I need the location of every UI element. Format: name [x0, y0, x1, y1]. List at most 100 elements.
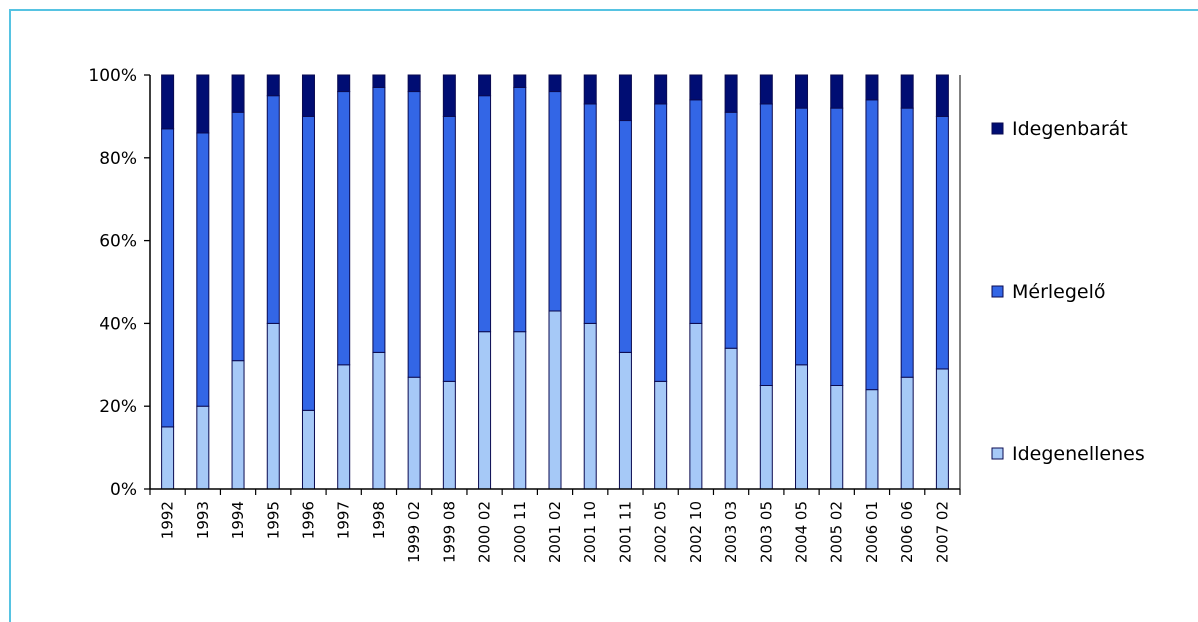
bar-segment [900, 74, 914, 109]
bar-segment [478, 74, 492, 97]
bar-segment [654, 380, 668, 490]
bar-segment [583, 322, 597, 490]
bar-segment [161, 128, 175, 428]
bar-segment [442, 115, 456, 382]
bar-segment [618, 351, 632, 490]
axes [149, 75, 961, 495]
y-tick-label: 60% [99, 232, 137, 252]
x-tick-label: 2007 02 [933, 501, 951, 563]
bar-segment [724, 347, 738, 490]
x-tick-label: 1998 [370, 501, 388, 539]
bar-segment [548, 74, 562, 93]
bar-segment [478, 331, 492, 490]
bar-segment [196, 405, 210, 490]
y-tick-label: 20% [99, 397, 137, 417]
bar-segment [266, 95, 280, 324]
bar-segment [513, 74, 527, 88]
x-tick-label: 2004 05 [793, 501, 811, 563]
y-tick-label: 40% [99, 314, 137, 334]
bar-segment [583, 74, 597, 105]
x-tick-label: 1997 [335, 501, 353, 539]
x-tick-label: 1992 [159, 501, 177, 539]
x-tick-label: 1999 02 [405, 501, 423, 563]
x-tick-label: 2003 05 [757, 501, 775, 563]
bar-segment [231, 74, 245, 113]
bars [161, 74, 949, 490]
bar-segment [759, 103, 773, 386]
x-tick-label: 2002 10 [687, 501, 705, 563]
legend-swatch [991, 447, 1004, 460]
y-axis-ticks: 0% 20% 40% 60% 80% 100% [88, 66, 150, 500]
bar-segment [759, 74, 773, 105]
bar-segment [724, 111, 738, 349]
x-tick-label: 1993 [194, 501, 212, 539]
legend-label: Mérlegelő [1012, 281, 1106, 303]
legend-label: Idegenbarát [1012, 118, 1128, 140]
bar-segment [196, 132, 210, 407]
bar-segment [372, 351, 386, 490]
x-tick-label: 1994 [229, 501, 247, 539]
bar-segment [795, 74, 809, 109]
bar-segment [583, 103, 597, 324]
bar-segment [759, 385, 773, 490]
bar-segment [301, 409, 315, 490]
bar-segment [795, 107, 809, 366]
bar-segment [935, 368, 949, 490]
bar-segment [337, 91, 351, 366]
bar-segment [900, 376, 914, 490]
bar-segment [337, 74, 351, 93]
bar-segment [618, 74, 632, 122]
bar-segment [301, 115, 315, 411]
x-tick-label: 2006 01 [863, 501, 881, 563]
legend: Idegenbarát Mérlegelő Idegenellenes [991, 118, 1145, 465]
bar-segment [865, 74, 879, 101]
bar-segment [337, 364, 351, 490]
bar-segment [231, 360, 245, 490]
bar-segment [935, 74, 949, 117]
bar-segment [548, 310, 562, 490]
x-tick-label: 2002 05 [652, 501, 670, 563]
bar-segment [407, 74, 421, 93]
x-axis-labels: 1992 1993 1994 1995 1996 1997 1998 1999 02 1999 … [159, 501, 952, 563]
bar-segment [935, 115, 949, 370]
bar-segment [161, 74, 175, 130]
x-tick-label: 2000 02 [476, 501, 494, 563]
y-tick-label: 0% [110, 480, 137, 500]
bar-segment [161, 426, 175, 490]
bar-segment [196, 74, 210, 134]
bar-segment [407, 91, 421, 378]
x-tick-label: 2001 10 [581, 501, 599, 563]
bar-segment [372, 74, 386, 88]
bar-segment [231, 111, 245, 362]
bar-segment [724, 74, 738, 113]
bar-segment [266, 322, 280, 490]
bar-segment [865, 99, 879, 391]
legend-swatch [991, 122, 1004, 135]
x-tick-label: 1999 08 [440, 501, 458, 563]
bar-segment [689, 99, 703, 324]
bar-segment [301, 74, 315, 117]
bar-segment [618, 120, 632, 353]
bar-segment [266, 74, 280, 97]
legend-swatch [991, 285, 1004, 298]
x-tick-label: 2003 03 [722, 501, 740, 563]
x-tick-label: 2000 11 [511, 501, 529, 563]
bar-segment [442, 380, 456, 490]
bar-segment [372, 86, 386, 353]
x-tick-label: 2001 11 [616, 501, 634, 563]
bar-segment [442, 74, 456, 117]
bar-segment [865, 389, 879, 490]
bar-segment [830, 74, 844, 109]
legend-label: Idegenellenes [1012, 443, 1145, 465]
bar-segment [654, 74, 668, 105]
bar-segment [830, 107, 844, 387]
bar-segment [407, 376, 421, 490]
x-tick-label: 2005 02 [828, 501, 846, 563]
x-tick-label: 2006 06 [898, 501, 916, 563]
x-tick-label: 2001 02 [546, 501, 564, 563]
bar-segment [689, 74, 703, 101]
bar-segment [900, 107, 914, 378]
bar-segment [548, 91, 562, 312]
x-tick-label: 1996 [299, 501, 317, 539]
